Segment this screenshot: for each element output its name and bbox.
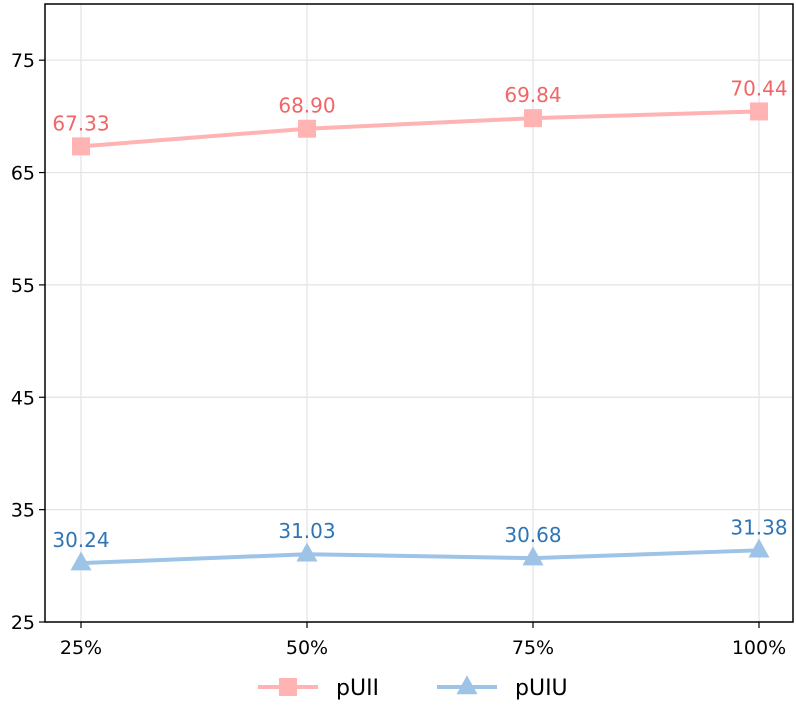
legend: pUII pUIU [258, 675, 568, 701]
legend-label-pUII: pUII [336, 676, 379, 701]
data-label-pUII: 70.44 [730, 76, 787, 100]
data-point-pUIU [296, 542, 318, 562]
legend-marker-pUII [279, 678, 297, 696]
legend-marker-pUIU [456, 675, 478, 695]
y-tick-label: 65 [11, 163, 35, 185]
data-point-pUII [298, 119, 316, 138]
data-point-pUII [524, 109, 542, 128]
series-line-pUIU [79, 548, 761, 566]
x-tick-label: 50% [286, 637, 328, 659]
data-label-layer: 67.33 68.90 69.84 70.44 30.24 31.03 30.68 31.38 [52, 76, 787, 552]
y-tick-label: 45 [11, 387, 35, 409]
y-tick-label: 75 [11, 50, 35, 72]
data-label-pUII: 68.90 [278, 94, 335, 118]
series-line-pUII [79, 109, 761, 149]
tick-layer: 25 35 45 55 65 75 25% 50% 75% 100% [11, 50, 786, 659]
data-label-pUIU: 30.68 [504, 523, 561, 547]
data-label-pUIU: 31.03 [278, 519, 335, 543]
y-tick-label: 25 [11, 612, 35, 634]
data-point-pUIU [70, 551, 92, 571]
grid-layer [45, 4, 793, 623]
data-point-pUIU [522, 546, 544, 566]
data-label-pUIU: 30.24 [52, 528, 109, 552]
y-tick-label: 55 [11, 275, 35, 297]
data-label-pUII: 69.84 [504, 83, 561, 107]
x-tick-label: 75% [512, 637, 554, 659]
data-label-pUII: 67.33 [52, 111, 109, 135]
data-label-pUIU: 31.38 [730, 515, 787, 539]
y-tick-label: 35 [11, 500, 35, 522]
data-point-pUII [72, 137, 90, 156]
data-point-pUII [750, 102, 768, 121]
plot-frame [44, 3, 794, 623]
x-tick-label: 100% [732, 637, 786, 659]
series-layer [70, 102, 770, 571]
data-point-pUIU [748, 538, 770, 558]
legend-label-pUIU: pUIU [515, 676, 568, 701]
x-tick-label: 25% [60, 637, 102, 659]
